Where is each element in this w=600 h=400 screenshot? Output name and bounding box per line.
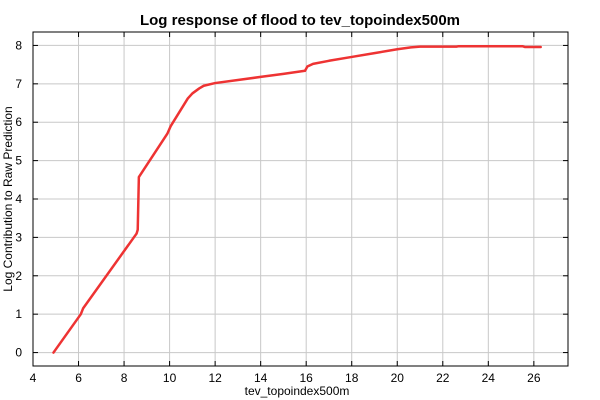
x-tick-label: 4 <box>30 371 37 385</box>
x-tick-label: 18 <box>345 371 359 385</box>
y-tick-label: 3 <box>15 230 22 244</box>
x-tick-label: 26 <box>527 371 541 385</box>
x-tick-label: 14 <box>254 371 268 385</box>
x-axis-label: tev_topoindex500m <box>245 384 350 398</box>
x-tick-label: 22 <box>436 371 450 385</box>
y-axis-label: Log Contribution to Raw Prediction <box>1 106 15 291</box>
x-tick-label: 12 <box>208 371 222 385</box>
y-tick-label: 0 <box>15 346 22 360</box>
y-tick-label: 4 <box>15 192 22 206</box>
y-tick-label: 2 <box>15 269 22 283</box>
x-tick-label: 16 <box>300 371 314 385</box>
series-layer <box>52 44 542 354</box>
y-tick-label: 1 <box>15 307 22 321</box>
grid-layer <box>33 32 568 366</box>
y-tick-label: 7 <box>15 77 22 91</box>
series-line <box>52 44 542 354</box>
x-tick-label: 10 <box>163 371 177 385</box>
x-tick-label: 8 <box>121 371 128 385</box>
chart-title: Log response of flood to tev_topoindex50… <box>140 12 460 29</box>
x-tick-label: 20 <box>391 371 405 385</box>
x-tick-label: 24 <box>482 371 496 385</box>
y-tick-label: 6 <box>15 115 22 129</box>
y-tick-label: 5 <box>15 154 22 168</box>
y-tick-label: 8 <box>15 38 22 52</box>
x-tick-label: 6 <box>75 371 82 385</box>
